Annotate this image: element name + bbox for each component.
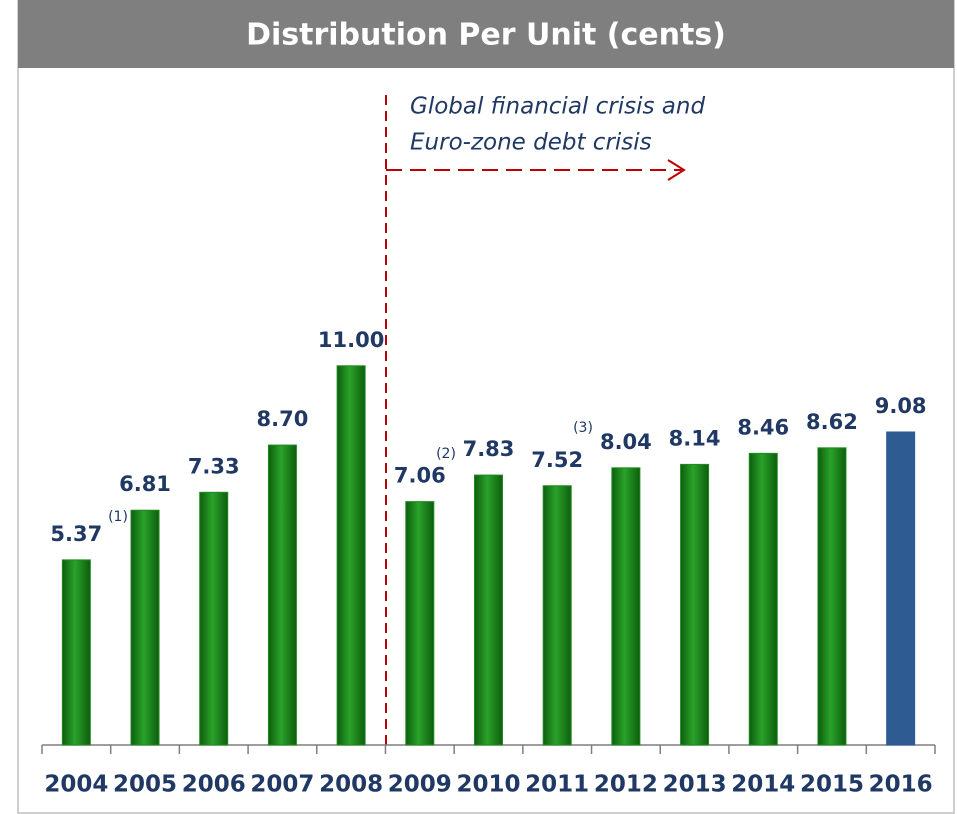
value-label: 8.14 <box>669 426 721 450</box>
footnote: (2) <box>436 446 456 462</box>
value-label: 7.06 <box>394 464 446 488</box>
x-tick-label: 2007 <box>250 772 314 798</box>
value-label: 7.83 <box>463 437 515 461</box>
x-tick-label: 2006 <box>182 772 246 798</box>
x-tick-label: 2009 <box>388 772 452 798</box>
frame <box>17 0 955 814</box>
value-label: 6.81 <box>119 472 171 496</box>
bar <box>611 467 641 746</box>
title-bar <box>18 0 954 68</box>
annotation: Euro-zone debt crisis <box>410 130 652 156</box>
value-label: 8.04 <box>600 430 652 454</box>
value-label: 8.70 <box>257 407 309 431</box>
x-tick-label: 2008 <box>319 772 383 798</box>
x-tick-label: 2011 <box>525 772 589 798</box>
bar <box>748 452 778 746</box>
x-tick-label: 2015 <box>800 772 864 798</box>
x-tick-label: 2004 <box>44 772 108 798</box>
bar <box>542 485 572 746</box>
value-label: 7.33 <box>188 454 240 478</box>
x-tick-label: 2005 <box>113 772 177 798</box>
bar <box>817 447 847 746</box>
bar <box>405 501 435 746</box>
bar <box>336 365 366 746</box>
bar <box>130 509 160 746</box>
value-label: 8.46 <box>737 415 789 439</box>
footnote: (3) <box>573 420 593 436</box>
x-tick-label: 2013 <box>663 772 727 798</box>
bar <box>886 431 916 746</box>
bar <box>61 559 91 746</box>
bar <box>680 463 710 746</box>
bar <box>474 474 503 746</box>
x-tick-label: 2014 <box>731 772 795 798</box>
value-label: 8.62 <box>806 410 858 434</box>
footnote: (1) <box>108 509 128 525</box>
x-tick-label: 2012 <box>594 772 658 798</box>
value-label: 9.08 <box>875 394 927 418</box>
x-tick-label: 2010 <box>456 772 520 798</box>
annotation: Global financial crisis and <box>410 94 705 120</box>
value-label: 11.00 <box>318 328 384 352</box>
value-label: 7.52 <box>531 448 583 472</box>
arrow-head <box>667 159 686 181</box>
value-label: 5.37 <box>50 522 102 546</box>
x-tick-label: 2016 <box>869 772 933 798</box>
bar <box>199 491 229 746</box>
chart-title: Distribution Per Unit (cents) <box>246 18 726 53</box>
bar <box>267 444 297 746</box>
